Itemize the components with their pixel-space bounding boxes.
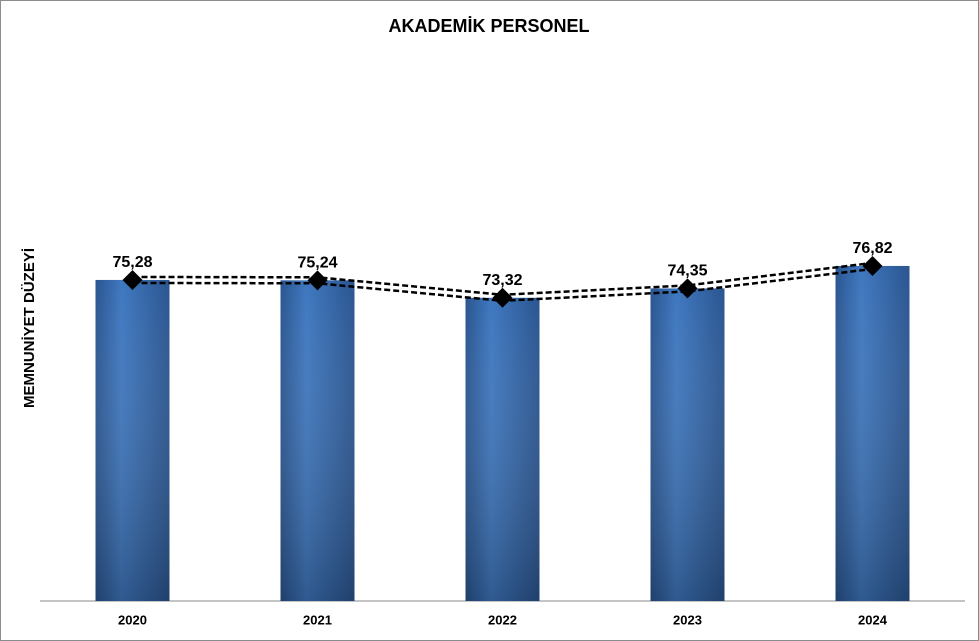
data-label: 75,24	[297, 255, 337, 272]
line-marker	[862, 255, 883, 276]
chart-title: AKADEMİK PERSONEL	[388, 16, 589, 36]
data-label: 76,82	[852, 240, 892, 257]
line-marker	[307, 270, 328, 291]
x-tick-label: 2024	[858, 612, 888, 627]
data-label: 73,32	[482, 272, 522, 289]
x-tick-label: 2021	[303, 612, 332, 627]
bar-shade	[95, 279, 170, 601]
bar-shade	[835, 265, 910, 601]
line-marker	[122, 269, 143, 290]
bar-shade	[465, 297, 540, 601]
bar-shade	[280, 280, 355, 601]
bar-shade	[650, 288, 725, 601]
data-label: 74,35	[667, 263, 707, 280]
x-tick-label: 2022	[488, 612, 517, 627]
x-tick-label: 2020	[118, 612, 147, 627]
x-tick-label: 2023	[673, 612, 702, 627]
data-label: 75,28	[112, 254, 152, 271]
y-axis-label: MEMNUNİYET DÜZEYİ	[21, 248, 38, 408]
line-marker	[492, 287, 513, 308]
line-marker	[677, 278, 698, 299]
